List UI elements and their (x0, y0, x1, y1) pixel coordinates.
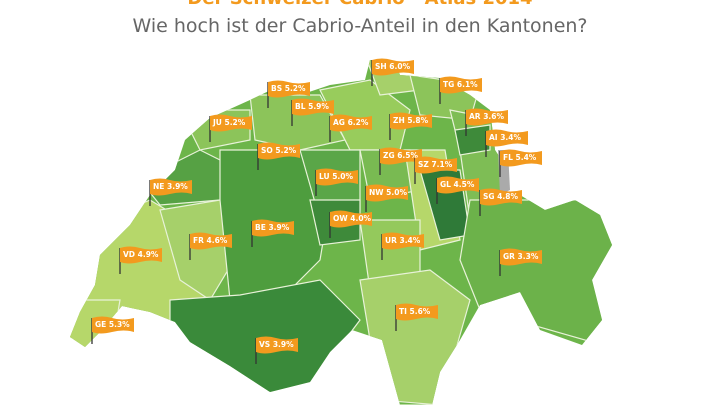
flag-label: LU 5.0% (319, 172, 353, 181)
flags: SH 6.0% TG 6.1% BS 5.2% BL 5.9% AR 3.6% JU 5.… (91, 58, 542, 364)
flag-label: UR 3.4% (385, 236, 421, 245)
subtitle: Wie hoch ist der Cabrio-Anteil in den Ka… (132, 15, 587, 37)
flag: VD 4.9% (119, 246, 162, 274)
flag: BS 5.2% (267, 80, 310, 108)
flag-label: GE 5.3% (95, 320, 130, 329)
flag-cloth (92, 316, 134, 334)
flag: NE 3.9% (149, 178, 192, 206)
flag-label: NW 5.0% (369, 188, 407, 197)
flag-label: TG 6.1% (443, 80, 478, 89)
flag-cloth (210, 114, 252, 132)
flag-label: SO 5.2% (261, 146, 297, 155)
flag-label: SH 6.0% (375, 62, 411, 71)
flag-label: NE 3.9% (153, 182, 188, 191)
flag-cloth (437, 176, 479, 194)
flag: AG 6.2% (329, 114, 372, 142)
flag-label: FR 4.6% (193, 236, 228, 245)
flag-cloth (466, 108, 508, 126)
flag-label: AG 6.2% (333, 118, 369, 127)
flag: AR 3.6% (465, 108, 508, 136)
flag-cloth (120, 246, 162, 264)
flag-cloth (258, 142, 300, 160)
flag-cloth (382, 232, 424, 250)
flag-cloth (256, 336, 298, 354)
flag-label: SG 4.8% (483, 192, 518, 201)
flag-cloth (190, 232, 232, 250)
flag-cloth (500, 248, 542, 266)
title: Der Schweizer Cabrio - Atlas 2014 (187, 0, 532, 9)
flag-cloth (415, 156, 457, 174)
flag: OW 4.0% (329, 210, 372, 238)
flag-label: BE 3.9% (255, 223, 290, 232)
flag: AI 3.4% (485, 129, 528, 157)
flag-cloth (150, 178, 192, 196)
flag-cloth (268, 80, 310, 98)
flag: NW 5.0% (365, 184, 408, 212)
flag: SG 4.8% (479, 188, 522, 216)
flag: SZ 7.1% (414, 156, 457, 184)
flag-cloth (316, 168, 358, 186)
flag-label: BL 5.9% (295, 102, 329, 111)
flag-label: JU 5.2% (212, 118, 246, 127)
flag: GR 3.3% (499, 248, 542, 276)
flag-cloth (366, 184, 408, 202)
flag-cloth (500, 149, 542, 167)
flag-cloth (380, 147, 422, 165)
flag-cloth (330, 114, 372, 132)
flag-label: AI 3.4% (489, 133, 521, 142)
flag: BE 3.9% (251, 219, 294, 247)
flag-cloth (396, 303, 438, 321)
flag-label: OW 4.0% (333, 214, 372, 223)
flag: LU 5.0% (315, 168, 358, 196)
flag-label: FL 5.4% (503, 153, 537, 162)
flag-label: ZG 6.5% (383, 151, 418, 160)
flag: UR 3.4% (381, 232, 424, 260)
flag-label: BS 5.2% (271, 84, 306, 93)
flag-label: TI 5.6% (399, 307, 431, 316)
flag-label: ZH 5.8% (393, 116, 429, 125)
flag-cloth (372, 58, 414, 76)
flag-label: GR 3.3% (503, 252, 539, 261)
flag-label: VD 4.9% (123, 250, 159, 259)
flag-cloth (486, 129, 528, 147)
flag-cloth (390, 112, 432, 130)
flag: ZH 5.8% (389, 112, 432, 140)
flag: TG 6.1% (439, 76, 482, 104)
flag-cloth (292, 98, 334, 116)
flag: JU 5.2% (209, 114, 252, 142)
flag: BL 5.9% (291, 98, 334, 126)
flag-label: VS 3.9% (259, 340, 294, 349)
flag-label: AR 3.6% (469, 112, 504, 121)
flag: GL 4.5% (436, 176, 479, 204)
flag-label: GL 4.5% (440, 180, 475, 189)
flag-cloth (480, 188, 522, 206)
flag: FR 4.6% (189, 232, 232, 260)
flag: TI 5.6% (395, 303, 438, 331)
flag: ZG 6.5% (379, 147, 422, 175)
flag: GE 5.3% (91, 316, 134, 344)
flag: SH 6.0% (371, 58, 414, 86)
flag: FL 5.4% (499, 149, 542, 177)
flag-label: SZ 7.1% (418, 160, 453, 169)
flag: VS 3.9% (255, 336, 298, 364)
flag-cloth (440, 76, 482, 94)
flag-cloth (252, 219, 294, 237)
flag: SO 5.2% (257, 142, 300, 170)
flag-cloth (330, 210, 372, 228)
